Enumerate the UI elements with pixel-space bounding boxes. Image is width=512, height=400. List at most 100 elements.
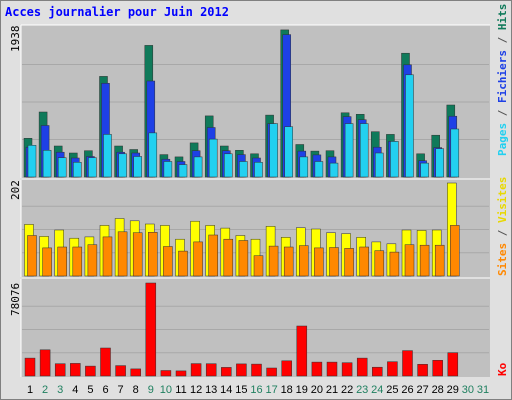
day-label: 13 (205, 384, 217, 396)
day-label: 30 (462, 384, 474, 396)
visits-legend: Sites / Visites (496, 177, 509, 276)
ko-bar (100, 347, 111, 377)
day-label: 29 (447, 384, 459, 396)
pages-bar (148, 132, 158, 178)
day-label: 15 (235, 384, 247, 396)
ko-bar (24, 357, 36, 377)
sites-bar (359, 246, 369, 277)
pages-bar (299, 156, 309, 178)
pages-bar (88, 157, 97, 178)
day-label: 19 (296, 384, 308, 396)
sites-bar (268, 245, 279, 277)
legend-ko: Ko (496, 362, 509, 376)
ko-bar (251, 363, 262, 377)
day-label: 12 (190, 384, 202, 396)
ko-bar (221, 367, 232, 377)
pages-bar (254, 162, 263, 178)
sites-bar (299, 245, 309, 277)
ko-bar (372, 366, 383, 377)
ko-bar (432, 360, 443, 377)
day-label: 11 (175, 384, 186, 396)
day-label: 20 (311, 384, 323, 396)
sites-bar (419, 244, 430, 277)
ko-bar (447, 352, 459, 377)
legend-files: Fichiers (496, 50, 509, 103)
day-label: 6 (102, 384, 108, 396)
sites-bar (389, 251, 400, 277)
pages-bar (314, 161, 324, 178)
day-label: 24 (371, 384, 383, 396)
day-label: 17 (265, 384, 277, 396)
day-label: 5 (87, 384, 93, 396)
bars (23, 29, 460, 377)
sites-bar (404, 244, 415, 277)
legend-sites: Sites (496, 243, 509, 276)
pages-bar (420, 162, 429, 178)
pages-bar (57, 157, 67, 178)
sites-bar (344, 248, 354, 277)
ko-bar (387, 361, 398, 377)
ko-bar (175, 370, 187, 377)
sites-bar (223, 238, 234, 277)
ko-bar (341, 362, 353, 377)
sites-bar (374, 250, 385, 277)
legend-separator: / (496, 223, 509, 243)
ko-bar (326, 361, 338, 377)
ko-bar (266, 367, 277, 377)
pages-bar (224, 153, 233, 178)
sites-bar (57, 246, 67, 277)
legend-visits: Visites (496, 177, 509, 223)
sites-bar (72, 246, 83, 277)
day-label: 16 (250, 384, 262, 396)
sites-bar (238, 240, 249, 277)
pages-bar (390, 141, 399, 178)
pages-bar (178, 164, 188, 178)
pages-bar (284, 126, 293, 178)
pages-bar (359, 123, 369, 178)
ko-max-label: 78076 (9, 283, 22, 316)
sites-bar (193, 241, 203, 277)
day-label: 10 (160, 384, 172, 396)
pages-bar (133, 156, 142, 178)
ko-bar (205, 363, 217, 377)
sites-bar (117, 231, 128, 277)
day-label: 22 (341, 384, 353, 396)
day-label: 26 (401, 384, 413, 396)
pages-bar (329, 162, 339, 178)
ko-bar (281, 360, 292, 377)
ko-bar (296, 325, 308, 377)
ko-bar (190, 363, 202, 377)
sites-bar (178, 250, 188, 277)
sites-bar (208, 234, 218, 277)
sites-bar (27, 235, 37, 277)
sites-bar (132, 232, 143, 277)
pages-bar (375, 152, 384, 178)
ko-bar (39, 349, 51, 377)
day-label: 2 (42, 384, 48, 396)
pages-bar (73, 162, 82, 178)
day-label: 1 (27, 384, 33, 396)
legend-separator: / (496, 103, 509, 123)
pages-bar (42, 150, 52, 178)
sites-bar (163, 246, 173, 277)
sites-bar (87, 244, 98, 277)
pages-bar (27, 145, 37, 178)
legend-pages: Pages (496, 123, 509, 156)
sites-bar (314, 247, 324, 277)
ko-bar (402, 350, 413, 377)
pages-bar (344, 123, 354, 178)
ko-bar (356, 357, 368, 377)
day-label: 28 (432, 384, 444, 396)
sites-bar (102, 236, 113, 277)
legend-separator: / (496, 30, 509, 50)
ko-bar (130, 368, 141, 377)
pages-bar (193, 156, 203, 178)
pages-bar (118, 153, 127, 178)
pages-bar (269, 123, 278, 178)
day-label: 8 (133, 384, 139, 396)
ko-bar (145, 282, 157, 377)
ko-bar (417, 364, 428, 377)
ko-bar (311, 361, 323, 377)
ko-bar (115, 365, 126, 377)
day-label: 14 (220, 384, 232, 396)
